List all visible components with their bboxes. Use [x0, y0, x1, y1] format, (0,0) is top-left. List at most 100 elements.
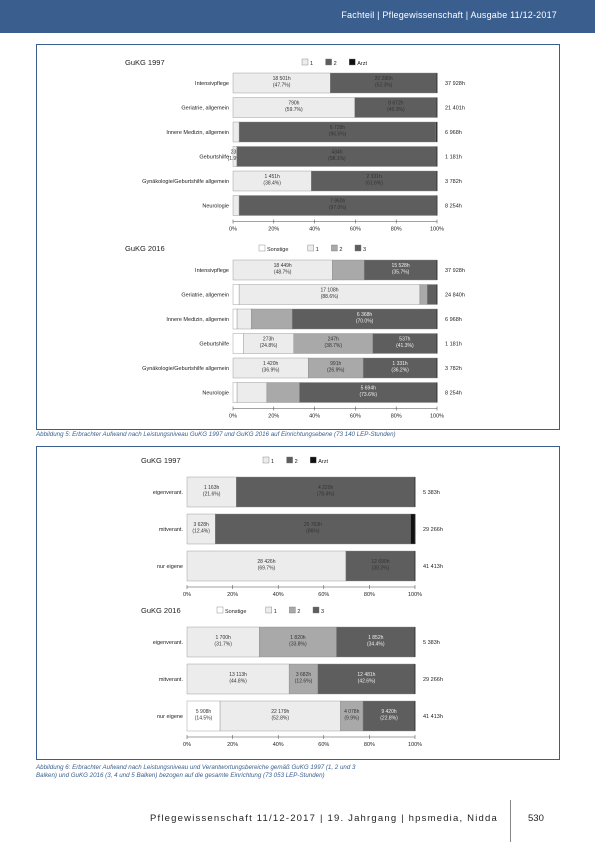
page-header-text: Fachteil | Pflegewissenschaft | Ausgabe … — [341, 10, 557, 20]
data-label: (31.7%) — [214, 641, 232, 647]
data-label: (73.6%) — [359, 392, 377, 398]
x-tick-label: 100% — [430, 414, 444, 420]
bar-segment — [236, 308, 252, 330]
data-label: (21.6%) — [203, 491, 221, 497]
legend-swatch — [216, 606, 224, 614]
data-label: 17 108h — [320, 287, 338, 293]
bar-segment — [219, 700, 341, 732]
data-label: (38.7%) — [325, 343, 343, 349]
data-label: (41.3%) — [396, 343, 414, 349]
data-label: (36.9%) — [262, 367, 280, 373]
x-tick-label: 40% — [273, 742, 284, 748]
legend-label: Arzt — [318, 459, 328, 465]
page-number: 530 — [528, 813, 544, 824]
category-label: mitverant. — [159, 677, 184, 683]
legend-label: Arzt — [357, 61, 367, 67]
figure-5-panel: GuKG 1997 1 2 Arzt Intensivpflege 18 501h (47.… — [36, 44, 560, 430]
legend-label: 1 — [271, 459, 274, 465]
x-tick-label: 20% — [227, 742, 238, 748]
legend-swatch — [312, 606, 320, 614]
data-label: 23h — [231, 149, 240, 155]
data-label: 247h — [328, 336, 339, 342]
data-label: 434h — [331, 149, 342, 155]
data-label: (61.6%) — [365, 180, 383, 186]
total-label: 5 383h — [423, 640, 440, 646]
bar-segment — [259, 626, 337, 658]
data-label: 5 908h — [196, 709, 212, 715]
data-label: (33.8%) — [289, 641, 307, 647]
x-tick-label: 100% — [408, 592, 422, 598]
legend-label: 2 — [334, 61, 337, 67]
category-label: Geburtshilfe — [199, 155, 229, 161]
data-label: (22.8%) — [380, 715, 398, 721]
category-label: nur eigene — [157, 714, 183, 720]
total-label: 6 968h — [445, 317, 462, 323]
data-label: (40.3%) — [387, 107, 405, 113]
bar-segment — [236, 476, 416, 508]
data-label: 12 481h — [357, 672, 375, 678]
data-label: (26.9%) — [327, 367, 345, 373]
data-label: (35.7%) — [392, 269, 410, 275]
bar-segment — [186, 476, 237, 508]
x-tick-label: 0% — [183, 742, 191, 748]
data-label: 6 368h — [357, 312, 373, 318]
bar-segment — [232, 121, 240, 143]
legend-swatch — [331, 244, 338, 252]
data-label: (52.3%) — [375, 82, 393, 88]
legend-swatch — [354, 244, 362, 252]
total-label: 41 413h — [423, 564, 443, 570]
data-label: 18 501h — [273, 76, 291, 82]
x-tick-label: 80% — [364, 742, 375, 748]
x-tick-label: 0% — [229, 414, 237, 420]
legend-label: 1 — [310, 61, 313, 67]
data-label: 6 728h — [330, 125, 346, 131]
data-label: (44.8%) — [229, 678, 247, 684]
data-label: (69.7%) — [258, 565, 276, 571]
bar-segment — [186, 626, 260, 658]
legend-swatch — [301, 58, 309, 66]
x-tick-label: 80% — [391, 414, 402, 420]
footer-text: Pflegewissenschaft 11/12-2017 | 19. Jahr… — [150, 813, 498, 824]
total-label: 37 928h — [445, 268, 465, 274]
category-label: eigenverant. — [153, 640, 184, 646]
bar-segment — [186, 700, 221, 732]
data-label: (97.0%) — [329, 205, 347, 211]
data-label: 3 628h — [193, 522, 209, 528]
x-tick-label: 60% — [350, 414, 361, 420]
bar-segment — [332, 259, 365, 281]
data-label: (52.8%) — [271, 715, 289, 721]
x-tick-label: 40% — [273, 592, 284, 598]
data-label: (36.2%) — [391, 367, 409, 373]
category-label: Geriatrie, allgemein — [181, 293, 229, 299]
x-tick-label: 40% — [309, 414, 320, 420]
bar-segment — [186, 663, 290, 695]
total-label: 1 181h — [445, 155, 462, 161]
category-label: Intensivpflege — [195, 268, 229, 274]
data-label: 25 763h — [304, 522, 322, 528]
data-label: (42.6%) — [358, 678, 376, 684]
legend-label: 2 — [297, 609, 300, 615]
figure-6-chart: GuKG 1997 1 2 Arzt eigenverant. 1 163h(21.6%)… — [141, 456, 443, 748]
bar-segment — [232, 333, 244, 354]
total-label: 3 782h — [445, 179, 462, 185]
legend-swatch — [310, 456, 317, 464]
legend-swatch — [307, 244, 314, 252]
legend-label: 2 — [295, 459, 298, 465]
x-tick-label: 20% — [268, 414, 279, 420]
total-label: 8 254h — [445, 204, 462, 210]
x-tick-label: 20% — [227, 592, 238, 598]
data-label: 1 163h — [204, 485, 220, 491]
x-tick-label: 60% — [350, 227, 361, 233]
data-label: 3 682h — [296, 672, 312, 678]
page-header-bar: Fachteil | Pflegewissenschaft | Ausgabe … — [0, 0, 595, 33]
chart-title: GuKG 2016 — [125, 244, 165, 253]
legend-swatch — [265, 606, 273, 614]
bar-segment — [232, 195, 240, 216]
category-label: nur eigene — [157, 564, 183, 570]
legend-swatch — [262, 456, 270, 464]
bar-segment — [317, 663, 416, 695]
data-label: 537h — [399, 336, 410, 342]
x-tick-label: 80% — [391, 227, 402, 233]
bar-segment — [427, 284, 438, 305]
footer-divider — [510, 800, 511, 842]
